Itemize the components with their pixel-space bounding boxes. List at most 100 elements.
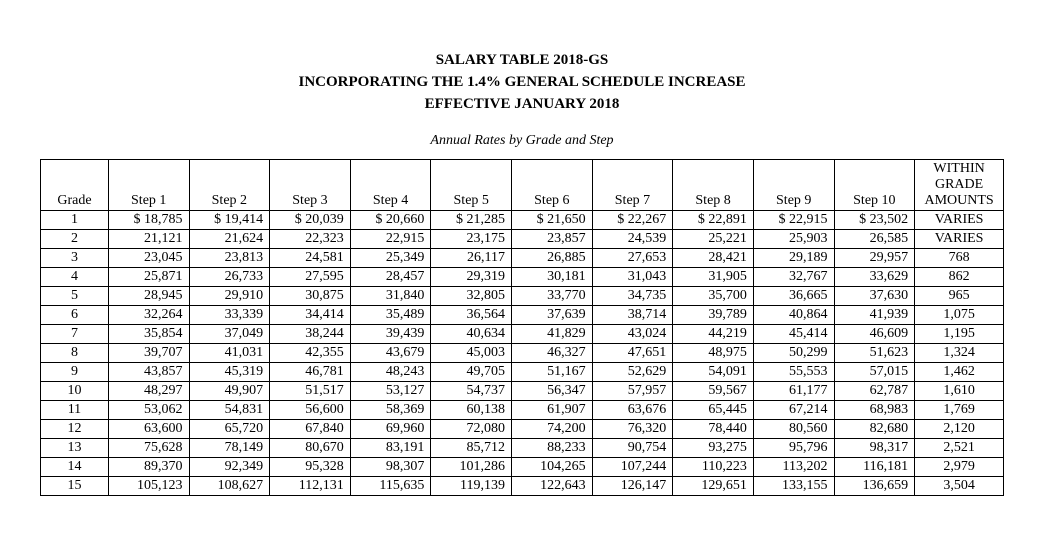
step-cell: 85,712 (431, 439, 512, 458)
step-cell: 76,320 (592, 420, 673, 439)
table-row: 528,94529,91030,87531,84032,80533,77034,… (41, 287, 1004, 306)
step-cell: 36,564 (431, 306, 512, 325)
step-cell: 39,439 (350, 325, 431, 344)
title-line-3: EFFECTIVE JANUARY 2018 (40, 94, 1004, 116)
grade-cell: 7 (41, 325, 109, 344)
table-row: 1263,60065,72067,84069,96072,08074,20076… (41, 420, 1004, 439)
grade-cell: 4 (41, 268, 109, 287)
step-cell: 59,567 (673, 382, 754, 401)
step-cell: 29,910 (189, 287, 270, 306)
col-header-step5: Step 5 (431, 160, 512, 211)
step-cell: 126,147 (592, 477, 673, 496)
step-cell: 65,445 (673, 401, 754, 420)
step-cell: 54,737 (431, 382, 512, 401)
amount-cell: 1,195 (915, 325, 1004, 344)
step-cell: 47,651 (592, 344, 673, 363)
amount-cell: 2,120 (915, 420, 1004, 439)
amount-cell: VARIES (915, 230, 1004, 249)
step-cell: 115,635 (350, 477, 431, 496)
step-cell: 63,676 (592, 401, 673, 420)
step-cell: 95,328 (270, 458, 351, 477)
table-row: 632,26433,33934,41435,48936,56437,63938,… (41, 306, 1004, 325)
table-row: 1489,37092,34995,32898,307101,286104,265… (41, 458, 1004, 477)
amount-cell: 2,521 (915, 439, 1004, 458)
step-cell: 21,121 (108, 230, 189, 249)
step-cell: 83,191 (350, 439, 431, 458)
amount-cell: 1,075 (915, 306, 1004, 325)
col-header-step1: Step 1 (108, 160, 189, 211)
step-cell: 78,440 (673, 420, 754, 439)
step-cell: 133,155 (753, 477, 834, 496)
table-row: 1375,62878,14980,67083,19185,71288,23390… (41, 439, 1004, 458)
title-line-2: INCORPORATING THE 1.4% GENERAL SCHEDULE … (40, 72, 1004, 94)
grade-cell: 13 (41, 439, 109, 458)
grade-cell: 1 (41, 211, 109, 230)
subtitle: Annual Rates by Grade and Step (40, 133, 1004, 149)
step-cell: 40,864 (753, 306, 834, 325)
step-cell: 57,957 (592, 382, 673, 401)
col-header-step3: Step 3 (270, 160, 351, 211)
step-cell: $ 20,660 (350, 211, 431, 230)
step-cell: 34,735 (592, 287, 673, 306)
step-cell: 88,233 (512, 439, 593, 458)
step-cell: 82,680 (834, 420, 915, 439)
step-cell: 43,679 (350, 344, 431, 363)
amount-cell: 1,324 (915, 344, 1004, 363)
step-cell: 22,915 (350, 230, 431, 249)
step-cell: 69,960 (350, 420, 431, 439)
amount-cell: 1,610 (915, 382, 1004, 401)
step-cell: $ 21,285 (431, 211, 512, 230)
step-cell: 107,244 (592, 458, 673, 477)
step-cell: 23,045 (108, 249, 189, 268)
step-cell: 39,707 (108, 344, 189, 363)
step-cell: 136,659 (834, 477, 915, 496)
col-header-step10: Step 10 (834, 160, 915, 211)
step-cell: 57,015 (834, 363, 915, 382)
step-cell: 25,221 (673, 230, 754, 249)
step-cell: $ 22,891 (673, 211, 754, 230)
step-cell: $ 18,785 (108, 211, 189, 230)
step-cell: 93,275 (673, 439, 754, 458)
step-cell: 45,319 (189, 363, 270, 382)
step-cell: 112,131 (270, 477, 351, 496)
amount-cell: 1,769 (915, 401, 1004, 420)
step-cell: 74,200 (512, 420, 593, 439)
grade-cell: 15 (41, 477, 109, 496)
step-cell: 32,767 (753, 268, 834, 287)
step-cell: 45,003 (431, 344, 512, 363)
step-cell: 37,630 (834, 287, 915, 306)
step-cell: $ 23,502 (834, 211, 915, 230)
step-cell: 101,286 (431, 458, 512, 477)
step-cell: 108,627 (189, 477, 270, 496)
step-cell: 25,871 (108, 268, 189, 287)
step-cell: 104,265 (512, 458, 593, 477)
step-cell: 63,600 (108, 420, 189, 439)
step-cell: 75,628 (108, 439, 189, 458)
step-cell: 34,414 (270, 306, 351, 325)
step-cell: 31,905 (673, 268, 754, 287)
step-cell: 42,355 (270, 344, 351, 363)
step-cell: 68,983 (834, 401, 915, 420)
step-cell: 43,024 (592, 325, 673, 344)
step-cell: 65,720 (189, 420, 270, 439)
step-cell: 24,581 (270, 249, 351, 268)
table-row: 1153,06254,83156,60058,36960,13861,90763… (41, 401, 1004, 420)
step-cell: 80,560 (753, 420, 834, 439)
col-header-step9: Step 9 (753, 160, 834, 211)
step-cell: 60,138 (431, 401, 512, 420)
table-row: 1048,29749,90751,51753,12754,73756,34757… (41, 382, 1004, 401)
step-cell: 40,634 (431, 325, 512, 344)
grade-cell: 14 (41, 458, 109, 477)
step-cell: 33,770 (512, 287, 593, 306)
step-cell: 46,609 (834, 325, 915, 344)
step-cell: 29,957 (834, 249, 915, 268)
step-cell: 55,553 (753, 363, 834, 382)
grade-cell: 8 (41, 344, 109, 363)
step-cell: 80,670 (270, 439, 351, 458)
step-cell: 116,181 (834, 458, 915, 477)
step-cell: 54,831 (189, 401, 270, 420)
step-cell: 51,517 (270, 382, 351, 401)
step-cell: 22,323 (270, 230, 351, 249)
amount-cell: 2,979 (915, 458, 1004, 477)
amount-cell: 965 (915, 287, 1004, 306)
